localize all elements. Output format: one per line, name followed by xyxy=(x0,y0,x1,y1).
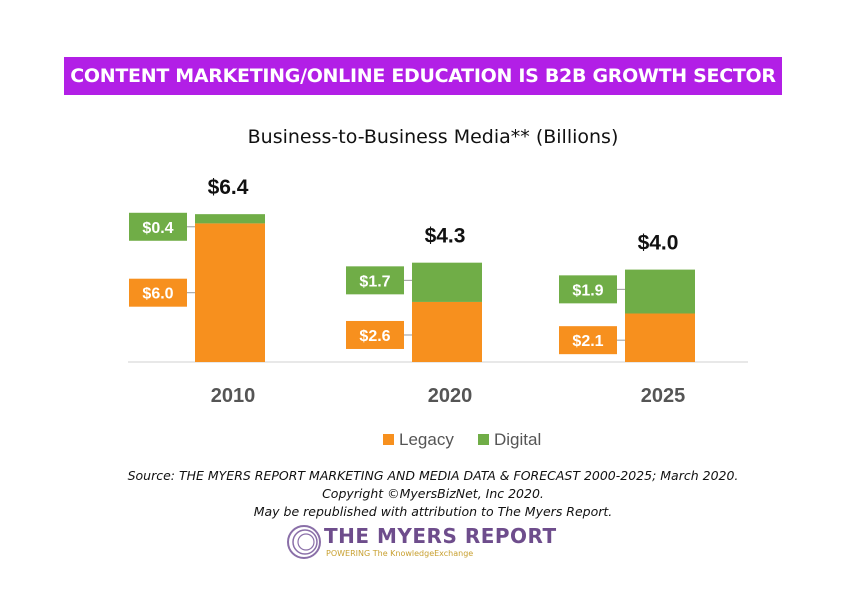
legend-swatch-legacy xyxy=(383,434,394,445)
data-label-legacy: $6.0 xyxy=(142,286,173,303)
logo-name: THE MYERS REPORT xyxy=(324,524,557,548)
bar-legacy-2020 xyxy=(412,301,482,362)
copyright-line: Copyright ©MyersBizNet, Inc 2020. xyxy=(322,486,544,501)
bar-legacy-2025 xyxy=(625,313,695,362)
data-label-legacy: $2.1 xyxy=(572,333,603,350)
attribution-line: May be republished with attribution to T… xyxy=(253,504,613,519)
data-label-box xyxy=(346,320,404,349)
data-label-box xyxy=(346,266,404,295)
bar-digital-2010 xyxy=(195,214,265,224)
bar-digital-2025 xyxy=(625,269,695,314)
legend-label-legacy: Legacy xyxy=(399,430,454,449)
stacked-bar-chart: $6.0 $0.4 $6.4 2010 $2.6 $1.7 $4.3 2020 $2.1 $1.9… xyxy=(128,176,748,449)
logo-tagline: POWERING The KnowledgeExchange xyxy=(326,549,474,558)
bar-legacy-2010 xyxy=(195,223,265,362)
bar-digital-2020 xyxy=(412,262,482,302)
source-line: Source: THE MYERS REPORT MARKETING AND M… xyxy=(127,468,739,483)
total-label: $4.0 xyxy=(638,232,679,255)
data-label-box xyxy=(559,275,617,304)
data-label-digital: $0.4 xyxy=(142,220,173,237)
chart-title: Business-to-Business Media** (Billions) xyxy=(247,126,619,148)
myers-report-logo: THE MYERS REPORT POWERING The KnowledgeE… xyxy=(286,522,556,566)
data-label-box xyxy=(559,326,617,355)
x-tick-label: 2010 xyxy=(211,385,256,407)
data-label-box xyxy=(129,212,187,241)
data-label-legacy: $2.6 xyxy=(359,328,390,345)
logo-circle-icon xyxy=(287,525,321,559)
data-label-digital: $1.9 xyxy=(572,282,603,299)
data-label-digital: $1.7 xyxy=(359,273,390,290)
legend-swatch-digital xyxy=(478,434,489,445)
data-label-box xyxy=(129,278,187,307)
x-tick-label: 2020 xyxy=(428,385,473,407)
x-tick-label: 2025 xyxy=(641,385,686,407)
legend-label-digital: Digital xyxy=(494,430,541,449)
total-label: $4.3 xyxy=(425,225,466,248)
total-label: $6.4 xyxy=(208,176,249,199)
headline-banner: CONTENT MARKETING/ONLINE EDUCATION IS B2… xyxy=(64,57,782,95)
